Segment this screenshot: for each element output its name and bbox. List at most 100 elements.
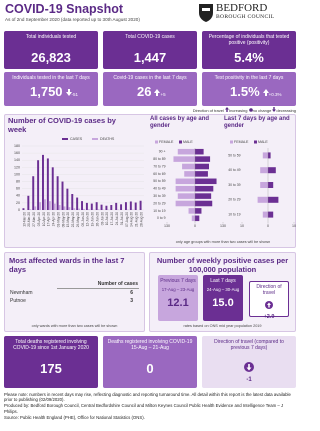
rate-box: Direction of travel +2.9 (249, 281, 289, 320)
category-label: 50 to 59 (153, 179, 165, 183)
tile: Direction of travel (compared to previou… (202, 336, 296, 388)
x-tick-label: 03-Jul-20 (100, 212, 104, 226)
bar (175, 200, 195, 207)
x-tick-label: 130 (220, 224, 226, 228)
bar (32, 176, 35, 210)
down-arrow (244, 362, 254, 372)
bar (182, 163, 195, 170)
legend-label: MALE (183, 140, 193, 144)
bar (195, 163, 209, 170)
bar (268, 167, 276, 174)
x-tick-label: 0 (267, 224, 269, 228)
legend-title: Direction of travel (192, 108, 224, 113)
bar (184, 171, 195, 177)
bar (100, 204, 103, 210)
bar (188, 208, 195, 214)
bar (134, 202, 137, 210)
bar (37, 160, 40, 210)
tile-value: 1.5% (230, 84, 260, 99)
x-tick-label: 26-Jun-20 (95, 212, 99, 227)
tile-value: 0 (146, 361, 154, 376)
rate-label: Previous 7 days (160, 278, 196, 284)
category-label: 90 + (159, 150, 166, 154)
rate-value: 12.1 (167, 297, 189, 309)
x-tick-label: 08-May-20 (61, 212, 65, 227)
legend-label: FEMALE (159, 140, 174, 144)
y-tick-label: 140 (14, 158, 20, 162)
tile-label: Percentage of individuals that tested po… (208, 34, 290, 46)
tile: Percentage of individuals that tested po… (202, 31, 296, 69)
bar (81, 201, 83, 210)
bar (51, 167, 54, 210)
bar (48, 201, 51, 210)
tile-value: 175 (40, 361, 62, 376)
travel-legend: Direction of travel Increasing no change… (150, 107, 296, 113)
bar (195, 193, 212, 199)
legend-label: CASES (70, 137, 83, 141)
x-tick-label: 31-Jul-20 (120, 212, 124, 226)
bar (175, 185, 195, 192)
x-tick-label: 17-Jul-20 (110, 212, 114, 226)
ward-cases: 3 (130, 298, 133, 304)
category-label: 60 to 69 (153, 172, 165, 176)
bar (139, 200, 142, 210)
panel-title: Most affected wards in the last 7 days (9, 256, 125, 274)
note: rates based on ONS mid year population 2… (183, 324, 262, 328)
category-label: 20 to 29 (228, 198, 240, 202)
bar (63, 206, 66, 210)
x-tick-label: 07-Aug-20 (125, 212, 129, 227)
bar (268, 152, 271, 159)
legend-swatch (155, 140, 158, 144)
tile-value: 26,823 (31, 50, 71, 65)
bar (71, 194, 74, 210)
footer-line: Please note: numbers in recent days may … (4, 392, 291, 403)
category-label: 80 to 89 (153, 157, 165, 161)
up-arrow (225, 107, 230, 112)
x-tick-label: 19-Jun-20 (91, 212, 95, 227)
footer-line: Source: Public Health England (PHE), Off… (4, 414, 145, 420)
rates-panel: Number of weekly positive cases per 100,… (149, 252, 296, 332)
rate-box: Previous 7 days 17-Aug – 23-Aug 12.1 (158, 275, 198, 321)
x-tick-label: 130 (164, 224, 170, 228)
bar (39, 202, 42, 210)
x-tick-label: 24-Apr-20 (52, 212, 56, 226)
note: only wards with more than two cases will… (31, 324, 118, 328)
bar (115, 202, 118, 210)
tile-value: 26 (137, 84, 152, 99)
bar (129, 201, 132, 210)
tile-label: Direction of travel (compared to previou… (214, 339, 284, 351)
category-label: 50 to 59 (228, 153, 240, 157)
legend-label: MALE (258, 140, 268, 144)
category-label: 10 to 19 (153, 209, 165, 213)
bar (268, 211, 274, 218)
legend-label: DEATHS (100, 137, 115, 141)
bar (68, 207, 71, 210)
x-tick-label: 10-Jul-20 (105, 212, 109, 226)
legend-swatch (254, 140, 257, 144)
rate-box: Last 7 days 24-Aug – 30-Aug 15.0 (203, 275, 243, 321)
x-tick-label: 27-Mar-20 (32, 212, 36, 227)
bar (173, 156, 195, 162)
footer: Please note: numbers in recent days may … (4, 392, 296, 420)
bar (58, 205, 61, 210)
tile-value: 1,750 (30, 84, 63, 99)
ward-name: Putnoe (10, 298, 26, 304)
wards-panel: Most affected wards in the last 7 days N… (4, 252, 145, 332)
legend-swatch (179, 140, 182, 144)
category-label: 10 to 19 (228, 212, 240, 216)
bar (76, 197, 79, 210)
bar (120, 204, 123, 210)
tile-label: Individuals tested in the last 7 days (12, 75, 90, 81)
rate-change: +2.9 (263, 314, 275, 320)
bar (195, 156, 211, 162)
bar (46, 158, 49, 210)
tile-value: 1,447 (133, 50, 167, 65)
logo-text: BEDFORD (216, 2, 268, 14)
y-tick-label: 120 (14, 165, 20, 169)
tile: Test positivity in the last 7 days 1.5% +0… (202, 72, 296, 106)
bar (268, 182, 274, 188)
x-tick-label: 13-Mar-20 (22, 212, 26, 227)
bar (22, 208, 25, 210)
bar (61, 181, 64, 210)
